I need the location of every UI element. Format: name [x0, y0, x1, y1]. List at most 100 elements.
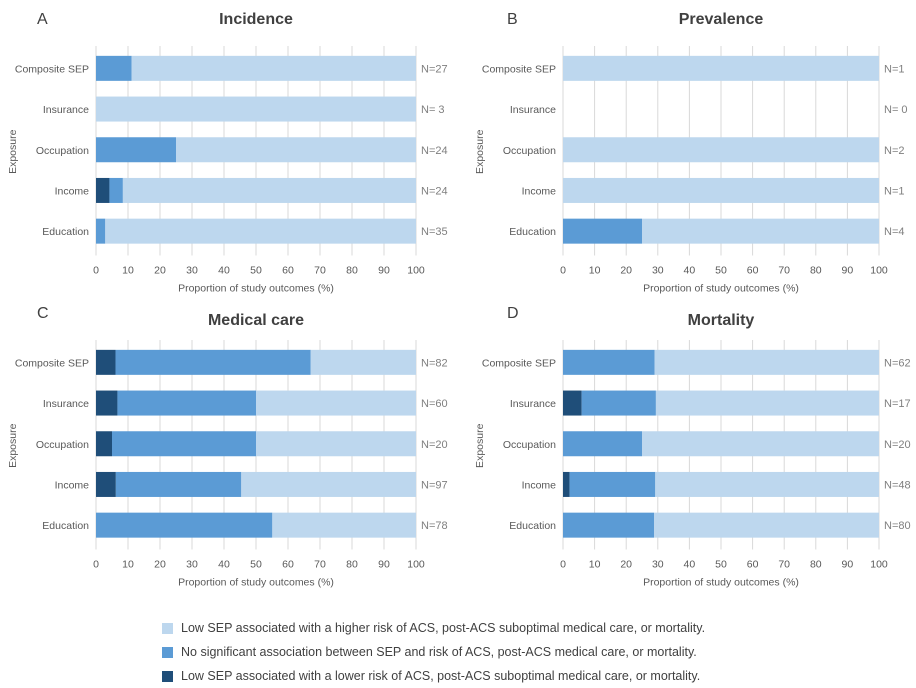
- panel-d-title: Mortality: [688, 312, 755, 329]
- panel-a-tick-label-10: 10: [122, 265, 134, 277]
- legend-swatch-no-association: [162, 646, 173, 658]
- panel-c-tick-label-100: 100: [407, 559, 425, 571]
- legend-item-higher-risk: Low SEP associated with a higher risk of…: [162, 616, 705, 640]
- panel-a-title: Incidence: [219, 11, 293, 28]
- panel-c-tick-label-0: 0: [93, 559, 99, 571]
- panel-b-letter: B: [507, 11, 518, 28]
- panel-c-bar-education-no-association: [96, 512, 273, 538]
- legend-item-no-association: No significant association between SEP a…: [162, 640, 705, 664]
- panel-d-bar-income-no-association: [569, 471, 656, 497]
- panel-a-tick-label-70: 70: [314, 265, 326, 277]
- panel-a-tick-label-30: 30: [186, 265, 198, 277]
- panel-b-n-label-occupation: N=2: [884, 145, 905, 157]
- panel-b-y-axis-label: Exposure: [474, 129, 486, 174]
- panel-c-bar-occupation-lower-risk: [96, 431, 112, 457]
- panel-c-category-label-income: Income: [55, 479, 90, 491]
- panel-b-bar-occupation-higher-risk: [563, 137, 879, 163]
- panel-a-letter: A: [37, 11, 48, 28]
- panel-d-category-label-education: Education: [509, 520, 556, 532]
- panel-b-tick-label-80: 80: [810, 265, 822, 277]
- panel-b-bar-education-higher-risk: [642, 218, 879, 244]
- panel-b-n-label-composite-sep: N=1: [884, 63, 905, 75]
- panel-d-tick-label-20: 20: [620, 559, 632, 571]
- panel-a-bar-education-no-association: [96, 218, 106, 244]
- panel-d-bar-composite-sep-higher-risk: [654, 349, 879, 375]
- panel-b: Composite SEP N=1 Insurance N= 0 Occupation N…: [474, 11, 908, 295]
- panel-c-title: Medical care: [208, 312, 304, 329]
- panel-c-tick-label-50: 50: [250, 559, 262, 571]
- panel-d-y-axis-label: Exposure: [474, 423, 486, 468]
- legend-item-lower-risk: Low SEP associated with a lower risk of …: [162, 664, 705, 688]
- panel-d-tick-label-80: 80: [810, 559, 822, 571]
- panel-d-n-label-education: N=80: [884, 520, 911, 532]
- panel-b-tick-label-40: 40: [684, 265, 696, 277]
- panel-a-bar-occupation-higher-risk: [176, 137, 416, 163]
- panel-a-bar-income-lower-risk: [96, 177, 110, 203]
- panel-d-letter: D: [507, 305, 519, 322]
- panel-c-bar-insurance-no-association: [117, 390, 256, 416]
- panel-c-category-label-education: Education: [42, 520, 89, 532]
- panel-c-tick-label-40: 40: [218, 559, 230, 571]
- panel-a-category-label-income: Income: [55, 185, 90, 197]
- panel-b-category-label-insurance: Insurance: [510, 104, 556, 116]
- panel-a-bar-occupation-no-association: [96, 137, 176, 163]
- panel-a-category-label-composite-sep: Composite SEP: [15, 63, 89, 75]
- panel-a-x-axis-label: Proportion of study outcomes (%): [178, 283, 334, 295]
- panel-d-n-label-occupation: N=20: [884, 439, 911, 451]
- panel-d-bar-education-no-association: [563, 512, 655, 538]
- panel-c-bar-composite-sep-no-association: [115, 349, 311, 375]
- legend-label-higher-risk: Low SEP associated with a higher risk of…: [181, 621, 706, 635]
- panel-d-tick-label-90: 90: [842, 559, 854, 571]
- panel-a-bar-composite-sep-higher-risk: [131, 55, 416, 81]
- panel-b-tick-label-60: 60: [747, 265, 759, 277]
- panel-d-bar-income-higher-risk: [655, 471, 879, 497]
- panel-d-tick-label-60: 60: [747, 559, 759, 571]
- panel-d-category-label-occupation: Occupation: [503, 439, 556, 451]
- panel-a-tick-label-90: 90: [378, 265, 390, 277]
- panel-b-title: Prevalence: [679, 11, 764, 28]
- panel-d-n-label-insurance: N=17: [884, 398, 911, 410]
- panel-c-n-label-occupation: N=20: [421, 439, 448, 451]
- panel-d-bar-insurance-lower-risk: [563, 390, 582, 416]
- panel-b-category-label-occupation: Occupation: [503, 145, 556, 157]
- legend-swatch-lower-risk: [162, 670, 173, 682]
- panel-b-tick-label-10: 10: [589, 265, 601, 277]
- panel-c-category-label-occupation: Occupation: [36, 439, 89, 451]
- panel-d-bar-occupation-no-association: [563, 431, 642, 457]
- panel-c-category-label-insurance: Insurance: [43, 398, 89, 410]
- panel-b-bar-composite-sep-higher-risk: [563, 55, 879, 81]
- panel-a-tick-label-80: 80: [346, 265, 358, 277]
- panel-c-tick-label-30: 30: [186, 559, 198, 571]
- panel-a-tick-label-0: 0: [93, 265, 99, 277]
- panel-c-tick-label-60: 60: [282, 559, 294, 571]
- panel-c-tick-label-70: 70: [314, 559, 326, 571]
- panel-c-bar-income-lower-risk: [96, 471, 116, 497]
- panel-c-x-axis-label: Proportion of study outcomes (%): [178, 577, 334, 589]
- legend: Low SEP associated with a higher risk of…: [162, 616, 705, 688]
- panel-c-n-label-income: N=97: [421, 479, 448, 491]
- panel-c-n-label-education: N=78: [421, 520, 448, 532]
- panel-a-bar-insurance-higher-risk: [96, 96, 416, 122]
- panel-a-category-label-occupation: Occupation: [36, 145, 89, 157]
- panel-d-bar-income-lower-risk: [563, 471, 570, 497]
- panel-c: Composite SEP N=82 Insurance N=60 Occupation…: [7, 305, 448, 589]
- panel-d-n-label-income: N=48: [884, 479, 911, 491]
- panel-c-tick-label-20: 20: [154, 559, 166, 571]
- panel-a-n-label-income: N=24: [421, 185, 448, 197]
- panel-b-tick-label-20: 20: [620, 265, 632, 277]
- panel-a-category-label-insurance: Insurance: [43, 104, 89, 116]
- panel-a-n-label-education: N=35: [421, 226, 448, 238]
- panel-b-x-axis-label: Proportion of study outcomes (%): [643, 283, 799, 295]
- panel-c-bar-composite-sep-lower-risk: [96, 349, 116, 375]
- legend-label-lower-risk: Low SEP associated with a lower risk of …: [181, 669, 701, 683]
- panel-a-bar-income-no-association: [109, 177, 123, 203]
- panel-b-tick-label-70: 70: [778, 265, 790, 277]
- panel-d-tick-label-0: 0: [560, 559, 566, 571]
- panel-d-tick-label-40: 40: [684, 559, 696, 571]
- panel-a-n-label-composite-sep: N=27: [421, 63, 448, 75]
- panel-a-tick-label-20: 20: [154, 265, 166, 277]
- panel-c-bar-income-no-association: [115, 471, 242, 497]
- panel-d-bar-occupation-higher-risk: [642, 431, 879, 457]
- panel-d-n-label-composite-sep: N=62: [884, 357, 911, 369]
